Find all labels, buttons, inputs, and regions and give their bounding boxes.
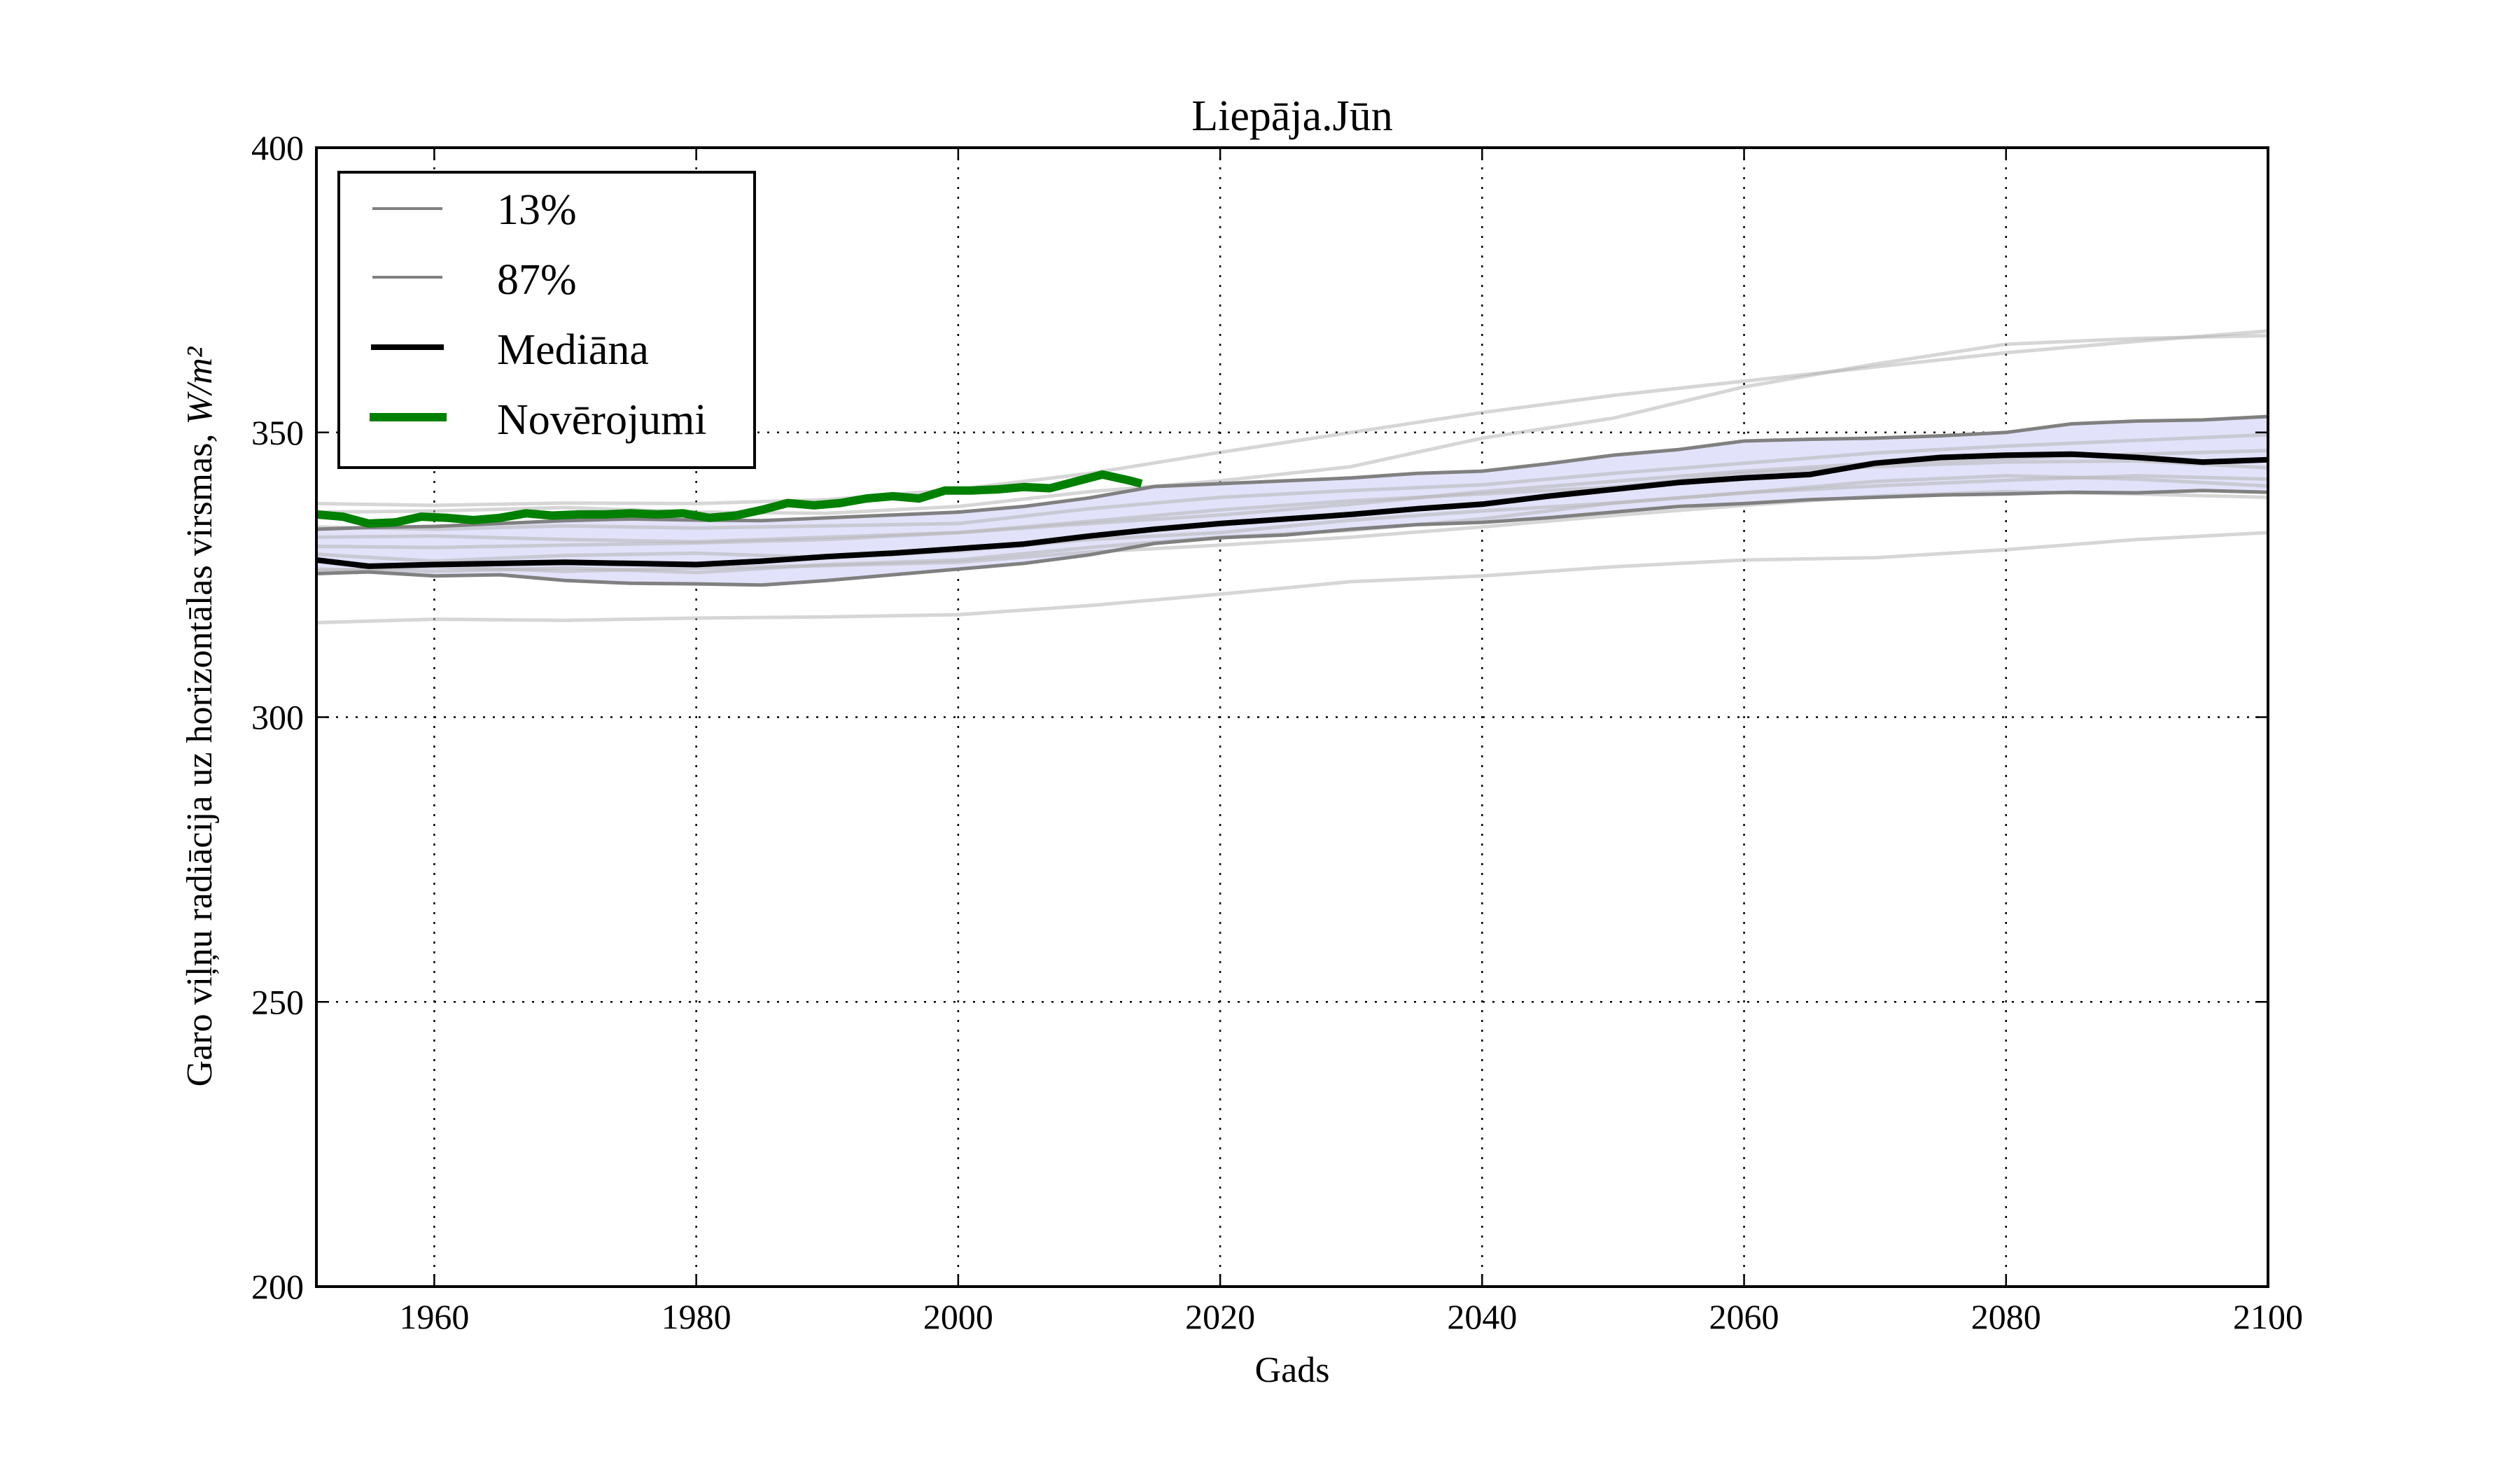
x-tick-label: 2020 bbox=[1185, 1297, 1255, 1336]
ensemble-line-2 bbox=[316, 531, 2269, 624]
y-axis-label-unit: W/m² bbox=[180, 346, 220, 424]
y-axis-label-text: Garo viļņu radiācija uz horizontālas vir… bbox=[180, 425, 220, 1087]
ensemble-line-3 bbox=[316, 449, 2269, 550]
x-tick-label: 2060 bbox=[1709, 1297, 1779, 1336]
y-tick-label: 200 bbox=[251, 1267, 304, 1306]
y-tick-label: 250 bbox=[251, 982, 304, 1021]
ensemble-line-5 bbox=[316, 458, 2269, 544]
legend: 13% 87% Mediāna Novērojumi bbox=[337, 171, 756, 469]
x-tick-label: 1960 bbox=[399, 1297, 469, 1336]
x-axis-label: Gads bbox=[1255, 1350, 1330, 1390]
y-tick-label: 350 bbox=[251, 413, 304, 452]
legend-label-87: 87% bbox=[497, 256, 577, 304]
y-tick-labels: 200 250 300 350 400 bbox=[251, 128, 304, 1306]
x-tick-label: 1980 bbox=[662, 1297, 732, 1336]
y-tick-label: 300 bbox=[251, 698, 304, 737]
series-line-median bbox=[316, 451, 2269, 569]
legend-label-observations: Novērojumi bbox=[497, 396, 707, 444]
ensemble-line-7 bbox=[316, 433, 2269, 531]
y-axis-label: Garo viļņu radiācija uz horizontālas vir… bbox=[180, 346, 220, 1086]
x-tick-label: 2040 bbox=[1447, 1297, 1517, 1336]
x-tick-label: 2000 bbox=[923, 1297, 993, 1336]
series-lines bbox=[316, 414, 2269, 587]
x-tick-label: 2100 bbox=[2233, 1297, 2303, 1336]
ticks bbox=[316, 146, 2269, 1288]
chart-title: Liepāja.Jūn bbox=[1191, 92, 1393, 140]
series-line-13 bbox=[316, 489, 2269, 587]
y-tick-label: 400 bbox=[251, 128, 304, 167]
series-line-observations bbox=[316, 470, 1143, 528]
legend-label-13: 13% bbox=[497, 186, 577, 234]
ensemble-line-0 bbox=[316, 329, 2269, 507]
legend-label-median: Mediāna bbox=[497, 326, 649, 374]
x-tick-label: 2080 bbox=[1971, 1297, 2041, 1336]
ensemble-line-6 bbox=[316, 474, 2269, 564]
x-tick-labels: 1960 1980 2000 2020 2040 2060 2080 2100 bbox=[399, 1297, 2303, 1336]
series-line-87 bbox=[316, 414, 2269, 531]
